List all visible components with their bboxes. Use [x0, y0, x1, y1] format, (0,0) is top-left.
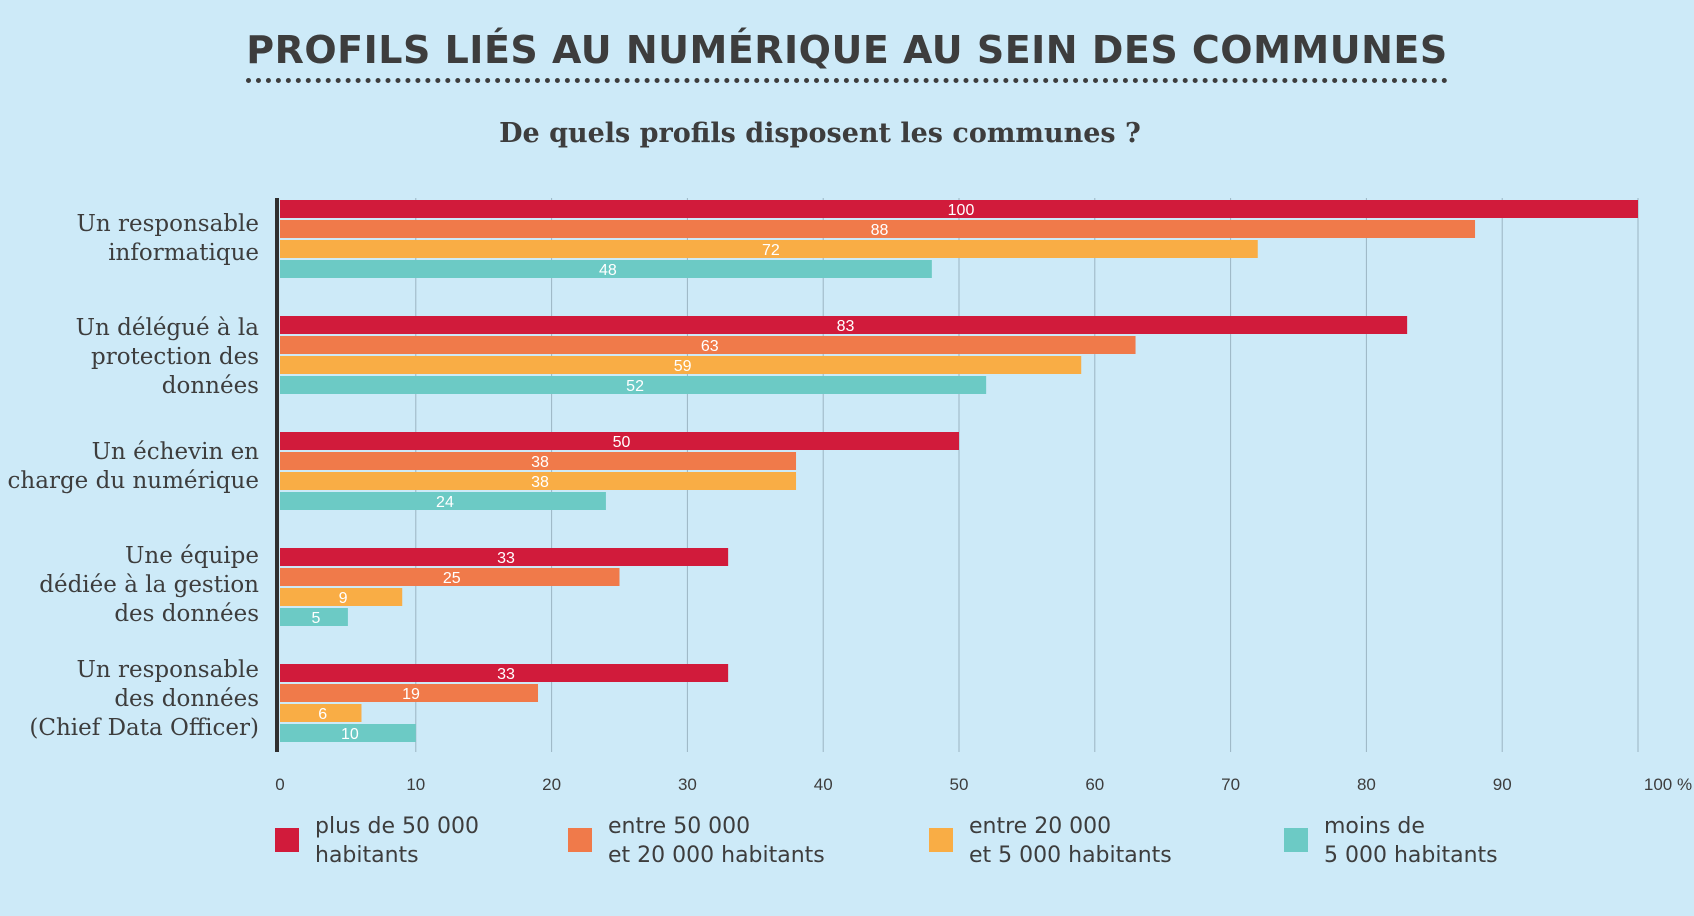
category-label: Un responsable informatique — [76, 211, 259, 266]
bar-value-label: 59 — [674, 358, 692, 375]
legend-item-2: entre 20 000 et 5 000 habitants — [929, 812, 1172, 870]
bar — [280, 200, 1638, 218]
bar-value-label: 38 — [531, 454, 549, 471]
category-label: Un délégué à la protection des données — [75, 315, 259, 399]
bar-value-label: 83 — [837, 318, 855, 335]
chart-subtitle: De quels profils disposent les communes … — [499, 118, 1141, 149]
bar — [280, 356, 1082, 374]
legend-label-0: plus de 50 000 habitants — [315, 814, 479, 868]
bar — [280, 432, 959, 450]
bar-value-label: 5 — [311, 610, 320, 627]
bar — [280, 316, 1408, 334]
x-tick-label: 50 — [950, 775, 969, 794]
category-label: Un responsable des données (Chief Data O… — [29, 657, 259, 741]
x-tick-label: 30 — [678, 775, 697, 794]
bar — [280, 724, 416, 742]
bar-value-label: 25 — [443, 570, 461, 587]
legend-item-1: entre 50 000 et 20 000 habitants — [568, 812, 825, 870]
legend-item-3: moins de 5 000 habitants — [1284, 812, 1498, 870]
bar-value-label: 72 — [762, 242, 780, 259]
bar-value-label: 10 — [341, 726, 359, 743]
bar-value-label: 33 — [497, 550, 515, 567]
x-tick-label: 60 — [1085, 775, 1104, 794]
bar-value-label: 48 — [599, 262, 617, 279]
x-tick-label: 90 — [1493, 775, 1512, 794]
legend-label-1: entre 50 000 et 20 000 habitants — [608, 814, 825, 868]
x-tick-label: 0 — [275, 775, 284, 794]
category-label: Une équipe dédiée à la gestion des donné… — [39, 543, 259, 627]
legend-swatch-0 — [275, 828, 299, 852]
legend: plus de 50 000 habitants entre 50 000 et… — [0, 812, 1694, 872]
x-tick-label: 10 — [406, 775, 425, 794]
x-tick-label: 80 — [1357, 775, 1376, 794]
legend-label-3: moins de 5 000 habitants — [1324, 814, 1498, 868]
legend-item-0: plus de 50 000 habitants — [275, 812, 479, 870]
bar-value-label: 6 — [318, 706, 327, 723]
x-tick-label: 70 — [1221, 775, 1240, 794]
bar-value-label: 88 — [871, 222, 889, 239]
bar — [280, 684, 539, 702]
bar — [280, 588, 403, 606]
bar — [280, 548, 729, 566]
category-label: Un échevin en charge du numérique — [7, 439, 259, 494]
x-tick-label: 40 — [814, 775, 833, 794]
chart-title-wrap: PROFILS LIÉS AU NUMÉRIQUE AU SEIN DES CO… — [0, 28, 1694, 83]
bar — [280, 472, 797, 490]
bar-value-label: 33 — [497, 666, 515, 683]
bar — [280, 704, 362, 722]
legend-swatch-2 — [929, 828, 953, 852]
bar — [280, 336, 1136, 354]
bar — [280, 260, 932, 278]
bar-value-label: 9 — [339, 590, 348, 607]
chart-title: PROFILS LIÉS AU NUMÉRIQUE AU SEIN DES CO… — [246, 28, 1448, 83]
bar-value-label: 50 — [613, 434, 631, 451]
legend-swatch-3 — [1284, 828, 1308, 852]
bar-value-label: 63 — [701, 338, 719, 355]
bar-value-label: 52 — [626, 378, 644, 395]
legend-label-2: entre 20 000 et 5 000 habitants — [969, 814, 1172, 868]
bar — [280, 220, 1476, 238]
bar-value-label: 19 — [402, 686, 420, 703]
bar — [280, 376, 987, 394]
legend-swatch-1 — [568, 828, 592, 852]
bar — [280, 664, 729, 682]
bar-value-label: 24 — [436, 494, 454, 511]
x-tick-label: 20 — [542, 775, 561, 794]
bar-value-label: 100 — [948, 202, 975, 219]
bar — [280, 568, 620, 586]
x-tick-label: 100 % — [1644, 775, 1692, 794]
bar — [280, 608, 348, 626]
bar-value-label: 38 — [531, 474, 549, 491]
bar — [280, 492, 606, 510]
bar — [280, 452, 797, 470]
bar — [280, 240, 1258, 258]
